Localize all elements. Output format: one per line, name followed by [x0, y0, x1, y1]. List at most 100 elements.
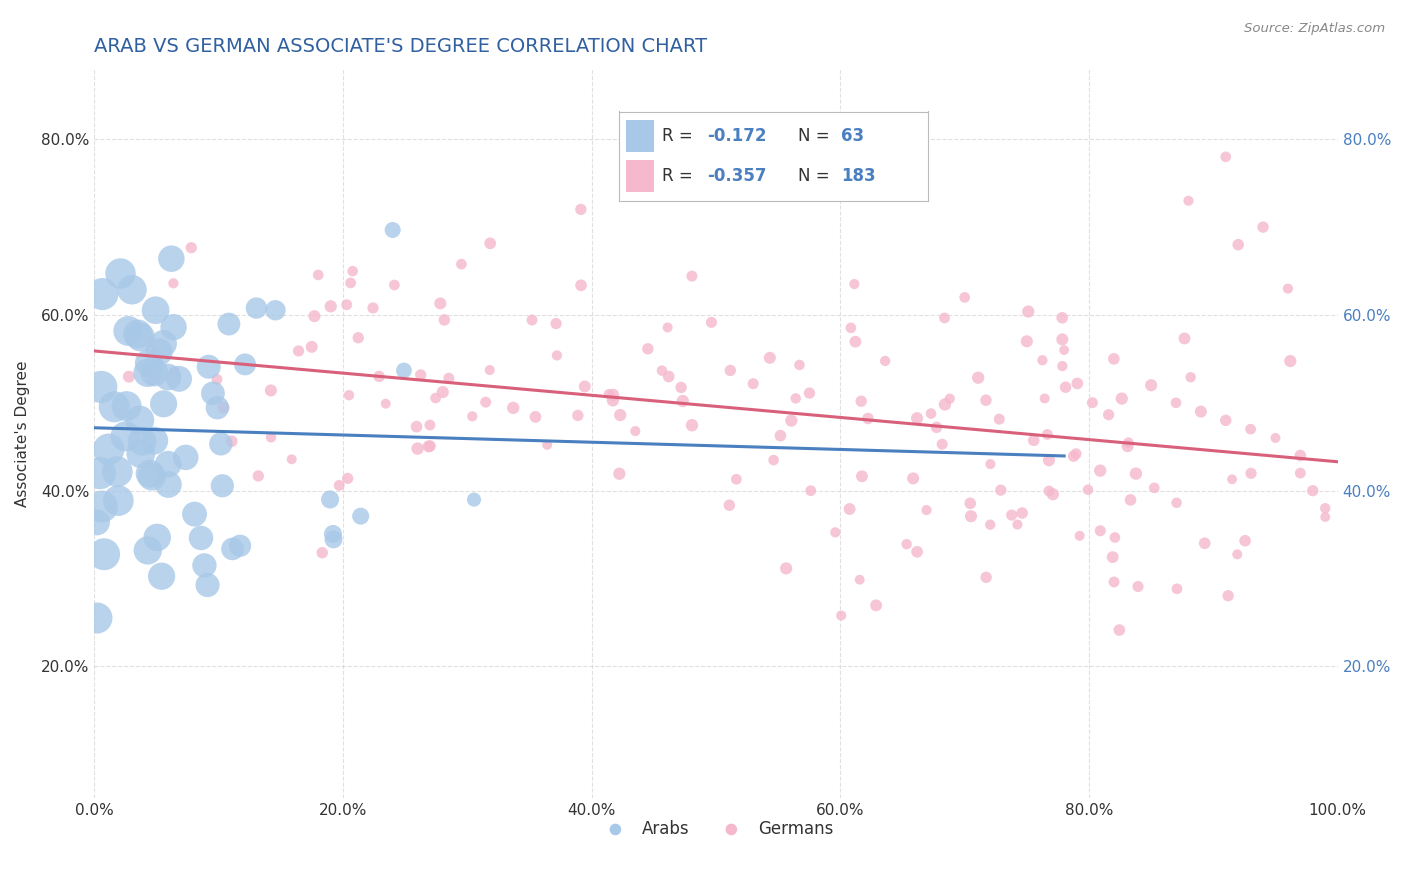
Point: [157, 457, 180, 471]
Point: [114, 429, 136, 443]
Point: [1102, 574, 1125, 589]
Point: [128, 413, 150, 427]
Point: [163, 364, 186, 378]
Point: [1239, 422, 1261, 436]
Point: [574, 379, 596, 393]
Point: [609, 408, 631, 422]
Text: R =: R =: [662, 127, 697, 145]
Point: [905, 545, 928, 559]
Point: [150, 569, 173, 583]
Point: [304, 309, 326, 323]
Point: [775, 561, 797, 575]
Point: [1038, 483, 1060, 498]
Point: [1063, 449, 1085, 463]
Point: [1277, 282, 1299, 296]
Point: [1011, 506, 1033, 520]
Point: [672, 394, 695, 409]
Point: [1164, 396, 1187, 410]
Point: [657, 320, 679, 334]
Point: [211, 479, 233, 493]
Point: [1240, 467, 1263, 481]
Point: [212, 401, 235, 415]
Point: [934, 310, 956, 325]
Point: [264, 303, 287, 318]
Point: [1226, 547, 1249, 561]
Point: [107, 493, 129, 508]
Point: [1066, 376, 1088, 391]
Point: [1279, 354, 1302, 368]
Point: [260, 430, 283, 444]
Point: [896, 537, 918, 551]
Point: [960, 509, 983, 524]
Point: [1052, 359, 1074, 373]
Point: [229, 539, 252, 553]
Point: [319, 492, 342, 507]
Point: [139, 467, 162, 481]
Point: [221, 434, 243, 449]
Point: [718, 498, 741, 512]
Point: [1315, 501, 1337, 516]
Point: [382, 277, 405, 292]
Point: [461, 409, 484, 424]
Point: [1189, 404, 1212, 418]
Point: [1104, 531, 1126, 545]
Point: [368, 369, 391, 384]
Point: [103, 400, 125, 414]
Legend: Arabs, Germans: Arabs, Germans: [592, 814, 839, 845]
Point: [624, 424, 647, 438]
Point: [1064, 447, 1087, 461]
Point: [89, 466, 111, 480]
Point: [157, 370, 180, 384]
Point: [347, 331, 370, 345]
Point: [218, 317, 240, 331]
Point: [1289, 449, 1312, 463]
Point: [607, 467, 630, 481]
Point: [307, 268, 329, 282]
Point: [1054, 380, 1077, 394]
Point: [115, 399, 138, 413]
Point: [136, 366, 159, 380]
Point: [110, 267, 132, 281]
Point: [405, 419, 427, 434]
Point: [190, 531, 212, 545]
Point: [136, 365, 159, 379]
Point: [1302, 483, 1324, 498]
Point: [1251, 220, 1274, 235]
Point: [1166, 496, 1188, 510]
Point: [1015, 334, 1038, 349]
Point: [205, 372, 228, 386]
Point: [1052, 332, 1074, 346]
Point: [432, 385, 454, 400]
Point: [1289, 466, 1312, 480]
Point: [201, 386, 224, 401]
Point: [146, 531, 169, 545]
Point: [824, 525, 846, 540]
Point: [838, 502, 860, 516]
Point: [1042, 487, 1064, 501]
Point: [141, 469, 163, 483]
Point: [121, 283, 143, 297]
Point: [598, 387, 620, 401]
Point: [1022, 434, 1045, 448]
Point: [1126, 580, 1149, 594]
Point: [762, 453, 785, 467]
Point: [602, 388, 624, 402]
Point: [851, 469, 873, 483]
Point: [129, 447, 152, 461]
Point: [920, 407, 942, 421]
Point: [1111, 392, 1133, 406]
Point: [759, 351, 782, 365]
Point: [1180, 370, 1202, 384]
Point: [669, 380, 692, 394]
Point: [742, 376, 765, 391]
Point: [118, 369, 141, 384]
Point: [1216, 589, 1239, 603]
Point: [967, 370, 990, 384]
Point: [1119, 492, 1142, 507]
Point: [839, 321, 862, 335]
Point: [974, 393, 997, 408]
Point: [1017, 304, 1039, 318]
Point: [105, 465, 128, 479]
Point: [856, 411, 879, 425]
Point: [848, 573, 870, 587]
